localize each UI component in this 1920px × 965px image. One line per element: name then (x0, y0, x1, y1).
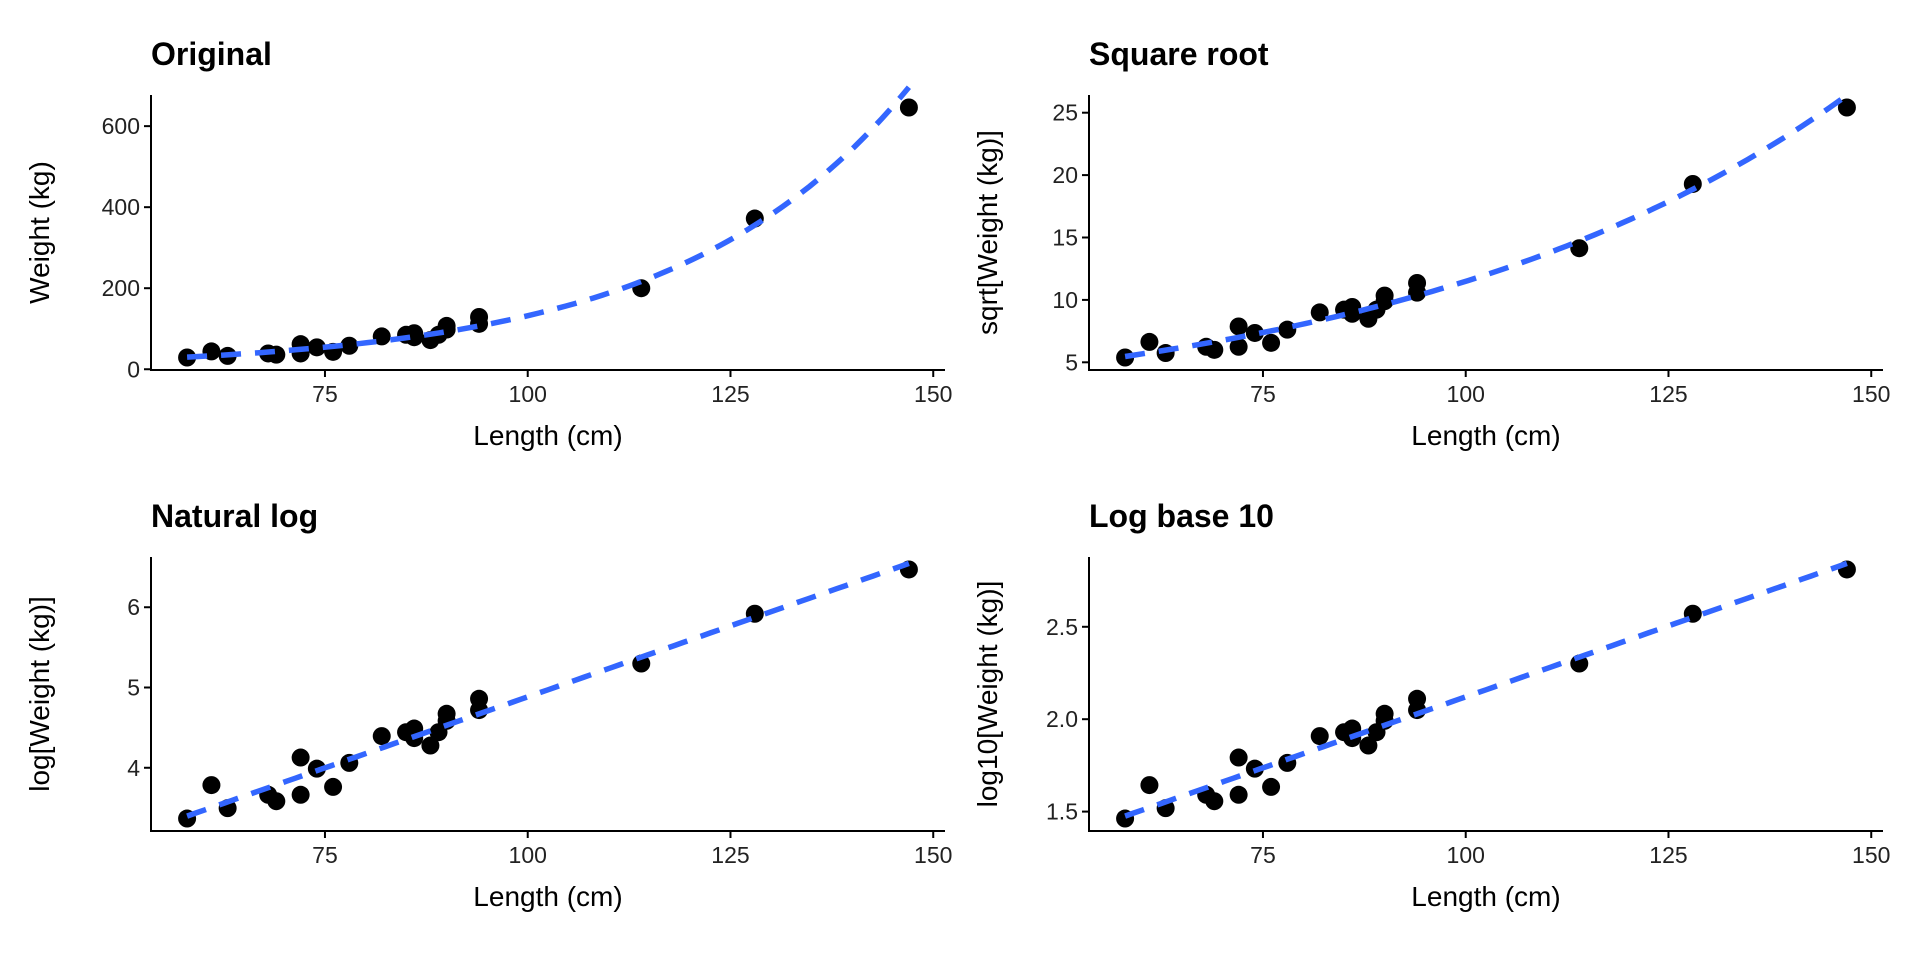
y-axis-title: log[Weight (kg)] (24, 596, 55, 792)
data-point (1140, 332, 1159, 351)
data-point (1229, 785, 1248, 804)
y-tick-label: 1.5 (1046, 799, 1078, 825)
panel-log10: Log base 10 75 100 125 150 1.5 2.0 2.5 Length (c… (972, 498, 1890, 912)
fit-line (1124, 93, 1849, 360)
x-tick-label: 125 (1649, 381, 1687, 407)
data-point (372, 727, 391, 746)
y-tick-label: 5 (1065, 349, 1078, 375)
fit-line (186, 560, 910, 819)
y-tick-label: 6 (127, 594, 140, 620)
x-tick-label: 75 (1250, 842, 1276, 868)
y-tick-label: 200 (102, 275, 140, 301)
data-point (1375, 292, 1394, 311)
fit-line (1124, 560, 1848, 819)
data-point (1683, 174, 1702, 193)
y-tick-label: 10 (1052, 287, 1078, 313)
data-point (1245, 323, 1264, 342)
y-axis-title: Weight (kg) (24, 161, 55, 304)
data-point (1408, 283, 1427, 302)
x-tick-label: 125 (1649, 842, 1687, 868)
data-point (1229, 317, 1248, 336)
y-tick-label: 2.5 (1046, 614, 1078, 640)
panel-sqrt: Square root 75 100 125 150 5 10 15 20 25 Length (c… (972, 36, 1890, 451)
panel-ln: Natural log 75 100 125 150 4 5 6 Length (cm) log[… (24, 498, 952, 912)
data-point (307, 338, 326, 357)
data-point (1229, 337, 1248, 356)
data-point (437, 320, 456, 339)
x-tick-label: 150 (1852, 381, 1890, 407)
data-point (1837, 98, 1856, 117)
data-point (291, 748, 310, 767)
data-point (291, 785, 310, 804)
x-tick-label: 75 (312, 381, 338, 407)
x-tick-label: 100 (509, 842, 547, 868)
data-point (1262, 333, 1281, 352)
x-tick-label: 150 (914, 842, 952, 868)
data-point (1570, 239, 1589, 258)
y-tick-label: 15 (1052, 225, 1078, 251)
x-tick-label: 125 (711, 842, 749, 868)
data-point (1140, 776, 1159, 795)
y-tick-label: 4 (127, 755, 140, 781)
x-axis-title: Length (cm) (473, 881, 622, 912)
y-tick-label: 5 (127, 675, 140, 701)
data-point (1229, 748, 1248, 767)
fit-line (186, 85, 912, 360)
data-point (1310, 303, 1329, 322)
data-point (1343, 304, 1362, 323)
data-point (1262, 777, 1281, 796)
x-tick-label: 100 (1447, 381, 1485, 407)
x-tick-label: 100 (509, 381, 547, 407)
x-axis-title: Length (cm) (1411, 881, 1560, 912)
data-point (1278, 320, 1297, 339)
x-tick-label: 75 (312, 842, 338, 868)
y-axis-title: sqrt[Weight (kg)] (972, 130, 1003, 335)
data-point (470, 314, 489, 333)
data-point (405, 328, 424, 347)
data-point (1116, 348, 1135, 367)
data-point (372, 327, 391, 346)
x-tick-label: 125 (711, 381, 749, 407)
panel-title: Log base 10 (1089, 498, 1274, 534)
x-tick-label: 100 (1447, 842, 1485, 868)
x-tick-label: 150 (1852, 842, 1890, 868)
data-point (421, 736, 440, 755)
panel-title: Original (151, 36, 272, 72)
y-axis-title: log10[Weight (kg)] (972, 581, 1003, 808)
data-point (1310, 727, 1329, 746)
x-axis-title: Length (cm) (473, 420, 622, 451)
data-point (1359, 736, 1378, 755)
y-tick-label: 400 (102, 194, 140, 220)
y-tick-label: 0 (127, 356, 140, 382)
y-tick-label: 2.0 (1046, 706, 1078, 732)
y-tick-label: 20 (1052, 162, 1078, 188)
data-point (899, 98, 918, 117)
x-tick-label: 150 (914, 381, 952, 407)
panel-identity: Original 75 100 125 150 0 200 400 600 Length (cm)… (24, 36, 952, 451)
data-point (267, 345, 286, 364)
data-point (340, 336, 359, 355)
y-tick-label: 600 (102, 113, 140, 139)
x-axis-title: Length (cm) (1411, 420, 1560, 451)
data-point (267, 792, 286, 811)
y-tick-label: 25 (1052, 100, 1078, 126)
data-point (202, 776, 221, 795)
panel-title: Square root (1089, 36, 1269, 72)
data-point (178, 348, 197, 367)
data-point (324, 777, 343, 796)
panel-title: Natural log (151, 498, 318, 534)
x-tick-label: 75 (1250, 381, 1276, 407)
data-point (1205, 792, 1224, 811)
